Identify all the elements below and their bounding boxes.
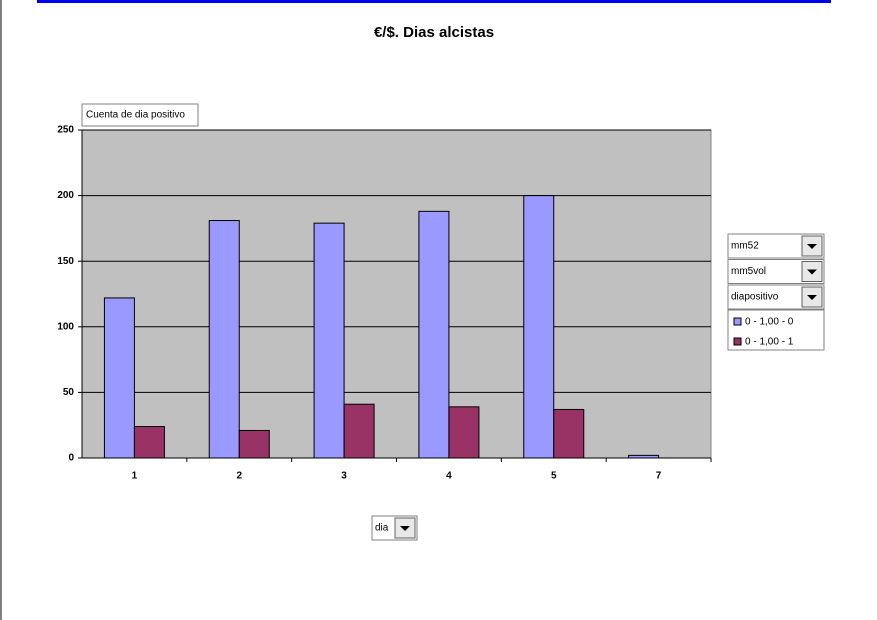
y-tick-label: 200 [57,190,74,201]
plot-area [81,129,712,459]
bar [133,426,165,459]
bar [628,454,660,459]
category-field-button-label: dia [375,523,389,534]
x-tick-label: 1 [132,471,138,482]
bar [313,222,345,459]
top-bar [37,0,831,3]
x-tick-label: 3 [341,471,347,482]
x-tick-label: 2 [236,471,242,482]
page-field-button-label: mm52 [731,241,759,252]
x-tick-label: 4 [446,471,452,482]
y-tick-label: 100 [57,321,74,332]
bar [103,297,135,459]
dropdown-arrow [400,526,410,531]
y-tick-label: 50 [63,387,75,398]
bar [418,210,450,459]
bar [523,195,555,459]
y-tick-label: 150 [57,256,74,267]
y-tick-label: 0 [68,453,74,464]
legend-swatch [733,337,742,346]
bar [343,403,375,459]
bar [448,406,480,459]
y-tick-label: 250 [57,125,74,136]
bar [208,220,240,459]
bar [238,429,270,459]
bar [553,408,585,459]
page-field-button-label: mm5vol [731,266,766,277]
dropdown-arrow [807,269,817,275]
legend-swatch [733,317,742,326]
x-tick-label: 5 [551,471,557,482]
legend [727,309,825,351]
legend-label: 0 - 1,00 - 0 [745,317,794,328]
page-field-button-label: diapositivo [731,292,779,303]
chart-title: €/$. Dias alcistas [374,24,494,41]
dropdown-arrow [807,295,817,300]
data-field-button [81,103,199,127]
legend-label: 0 - 1,00 - 1 [745,337,794,348]
x-tick-label: 7 [656,471,662,482]
dropdown-arrow [807,244,817,249]
data-field-label: Cuenta de dia positivo [86,110,185,121]
